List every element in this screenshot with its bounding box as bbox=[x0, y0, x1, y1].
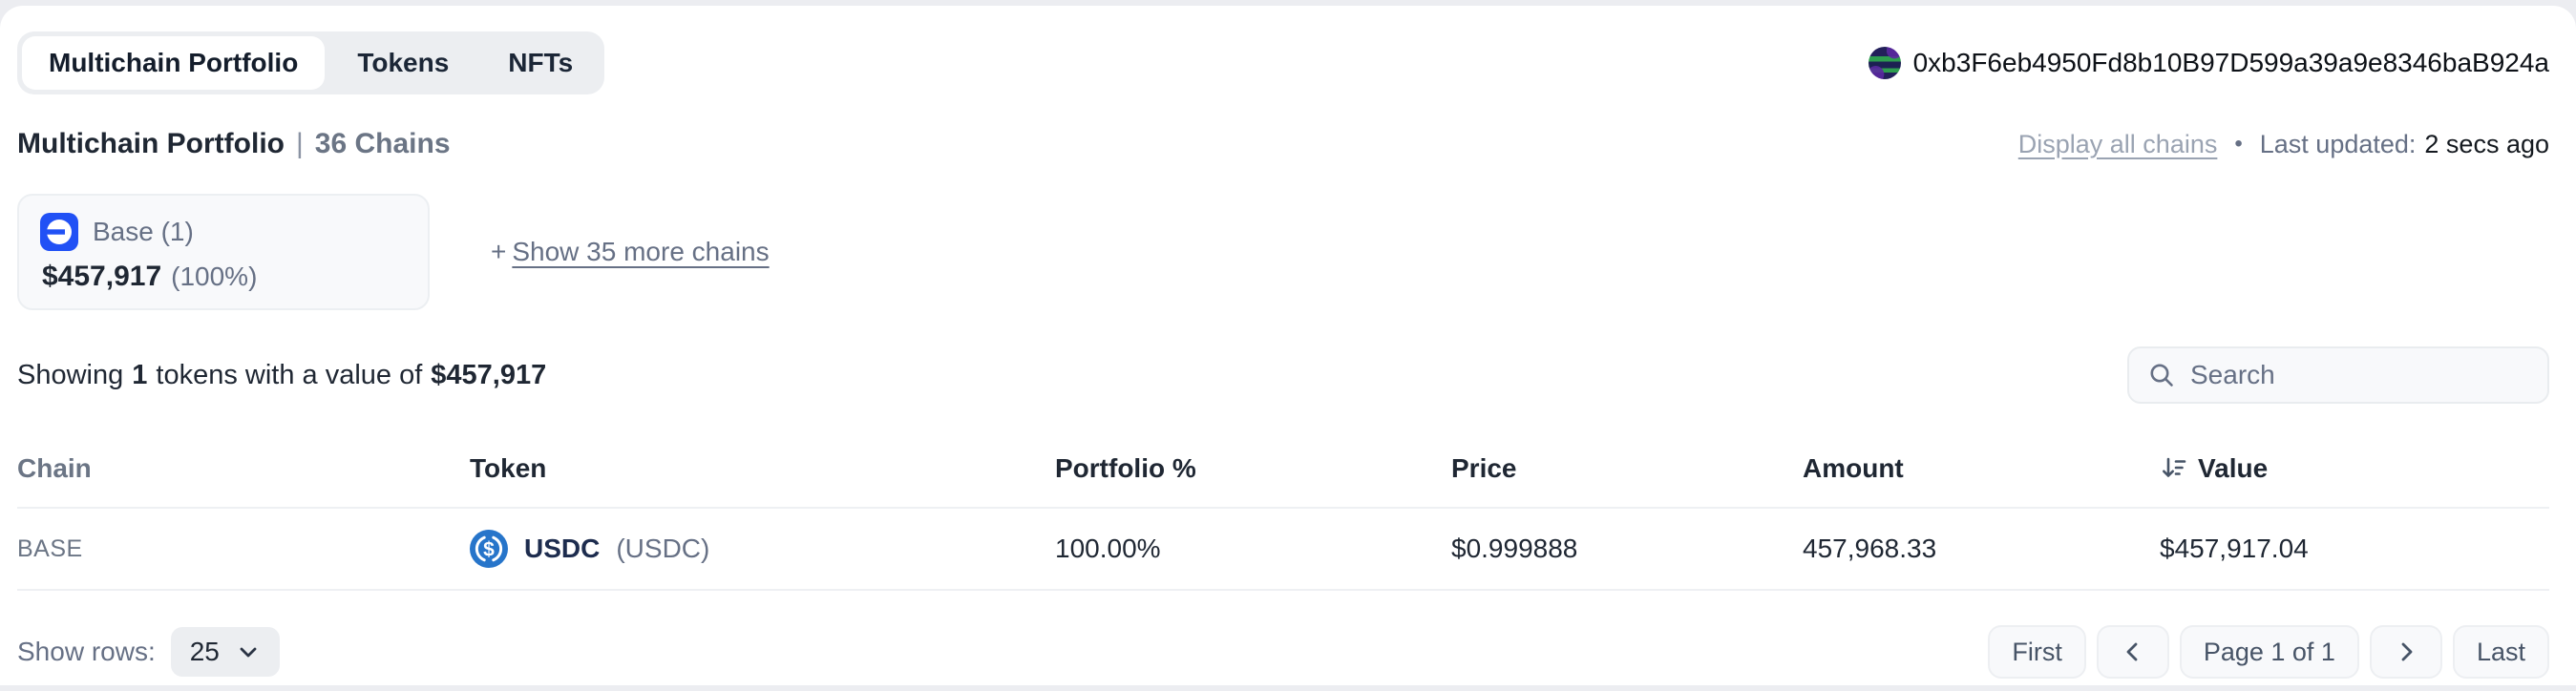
tab-multichain-portfolio[interactable]: Multichain Portfolio bbox=[22, 36, 326, 90]
pagination-last-button[interactable]: Last bbox=[2452, 625, 2549, 679]
pagination-next-button[interactable] bbox=[2369, 625, 2442, 679]
col-header-token[interactable]: Token bbox=[470, 453, 547, 483]
chain-card-name: Base (1) bbox=[93, 217, 194, 246]
chevron-right-icon bbox=[2394, 639, 2418, 664]
token-search[interactable] bbox=[2127, 346, 2549, 404]
summary-count: 1 bbox=[132, 359, 148, 390]
summary-prefix: Showing bbox=[17, 359, 124, 390]
search-input[interactable] bbox=[2190, 360, 2535, 390]
col-header-amount[interactable]: Amount bbox=[1803, 453, 1904, 483]
chain-card-value: $457,917 bbox=[42, 261, 162, 292]
col-header-chain[interactable]: Chain bbox=[17, 453, 92, 483]
sub-header: Multichain Portfolio | 36 Chains Display… bbox=[17, 127, 2549, 161]
view-tab-group: Multichain Portfolio Tokens NFTs bbox=[17, 31, 605, 94]
title-divider: | bbox=[295, 128, 304, 159]
meta-dot: • bbox=[2234, 131, 2243, 157]
wallet-address: 0xb3F6eb4950Fd8b10B97D599a39a9e8346baB92… bbox=[1912, 48, 2549, 77]
show-rows-control: Show rows: 25 bbox=[17, 627, 280, 677]
top-bar: Multichain Portfolio Tokens NFTs 0xb3F6e… bbox=[17, 31, 2549, 94]
row-token-cell[interactable]: $ USDC (USDC) bbox=[470, 530, 1055, 568]
col-header-price[interactable]: Price bbox=[1451, 453, 1517, 483]
last-updated-label: Last updated: bbox=[2259, 129, 2417, 158]
tokens-table: Chain Token Portfolio % Price Amount Val… bbox=[17, 453, 2549, 591]
svg-text:$: $ bbox=[483, 539, 495, 561]
sort-descending-icon bbox=[2160, 454, 2188, 483]
base-chain-icon bbox=[40, 213, 78, 251]
wallet-address-display: 0xb3F6eb4950Fd8b10B97D599a39a9e8346baB92… bbox=[1868, 47, 2549, 79]
last-updated-value: 2 secs ago bbox=[2424, 129, 2549, 158]
pagination-first-button[interactable]: First bbox=[1988, 625, 2086, 679]
show-more-chains-link[interactable]: + Show 35 more chains bbox=[491, 237, 770, 267]
show-rows-label: Show rows: bbox=[17, 637, 156, 666]
chain-card-values: $457,917 (100%) bbox=[40, 261, 407, 293]
rows-per-page-select[interactable]: 25 bbox=[170, 627, 280, 677]
row-token-symbol: (USDC) bbox=[616, 534, 710, 563]
chain-card-header: Base (1) bbox=[40, 213, 407, 251]
chevron-left-icon bbox=[2121, 639, 2145, 664]
chains-count: 36 Chains bbox=[314, 128, 451, 159]
pagination: First Page 1 of 1 Last bbox=[1988, 625, 2549, 679]
tab-nfts[interactable]: NFTs bbox=[508, 48, 574, 77]
show-more-chains-label: Show 35 more chains bbox=[512, 237, 770, 266]
summary-total: $457,917 bbox=[431, 359, 547, 390]
tab-tokens[interactable]: Tokens bbox=[357, 48, 450, 77]
summary-middle: tokens with a value of bbox=[156, 359, 423, 390]
plus-icon: + bbox=[491, 237, 507, 266]
row-token-name[interactable]: USDC bbox=[524, 534, 601, 563]
page-title: Multichain Portfolio | 36 Chains bbox=[17, 128, 451, 160]
pagination-prev-button[interactable] bbox=[2096, 625, 2169, 679]
tokens-summary: Showing 1 tokens with a value of $457,91… bbox=[17, 360, 546, 391]
summary-row: Showing 1 tokens with a value of $457,91… bbox=[17, 346, 2549, 404]
page-title-text: Multichain Portfolio bbox=[17, 128, 285, 159]
rows-per-page-value: 25 bbox=[189, 637, 220, 666]
chevron-down-icon bbox=[236, 639, 261, 664]
portfolio-panel: Multichain Portfolio Tokens NFTs 0xb3F6e… bbox=[0, 6, 2576, 685]
usdc-token-icon: $ bbox=[470, 530, 508, 568]
table-row[interactable]: BASE $ USDC (USDC) 100.00% $0.999888 457… bbox=[17, 509, 2549, 591]
pagination-page-indicator: Page 1 of 1 bbox=[2179, 625, 2359, 679]
row-price: $0.999888 bbox=[1451, 534, 1578, 563]
col-header-portfolio-pct[interactable]: Portfolio % bbox=[1055, 453, 1196, 483]
table-header-row: Chain Token Portfolio % Price Amount Val… bbox=[17, 453, 2549, 509]
last-updated: Last updated: 2 secs ago bbox=[2260, 130, 2549, 159]
chain-card-base[interactable]: Base (1) $457,917 (100%) bbox=[17, 194, 430, 310]
row-value: $457,917.04 bbox=[2160, 534, 2309, 563]
search-icon bbox=[2147, 361, 2176, 389]
chain-card-percent: (100%) bbox=[171, 262, 258, 291]
table-footer: Show rows: 25 First Page 1 of 1 bbox=[17, 625, 2549, 679]
header-meta: Display all chains • Last updated: 2 sec… bbox=[2018, 130, 2549, 159]
row-chain-label: BASE bbox=[17, 534, 83, 562]
display-all-chains-link[interactable]: Display all chains bbox=[2017, 129, 2218, 158]
row-amount: 457,968.33 bbox=[1803, 534, 1937, 563]
col-header-value[interactable]: Value bbox=[2160, 453, 2549, 484]
wallet-avatar bbox=[1868, 47, 1901, 79]
chains-row: Base (1) $457,917 (100%) + Show 35 more … bbox=[17, 194, 2549, 310]
row-portfolio-pct: 100.00% bbox=[1055, 534, 1161, 563]
col-header-value-label: Value bbox=[2198, 453, 2269, 483]
